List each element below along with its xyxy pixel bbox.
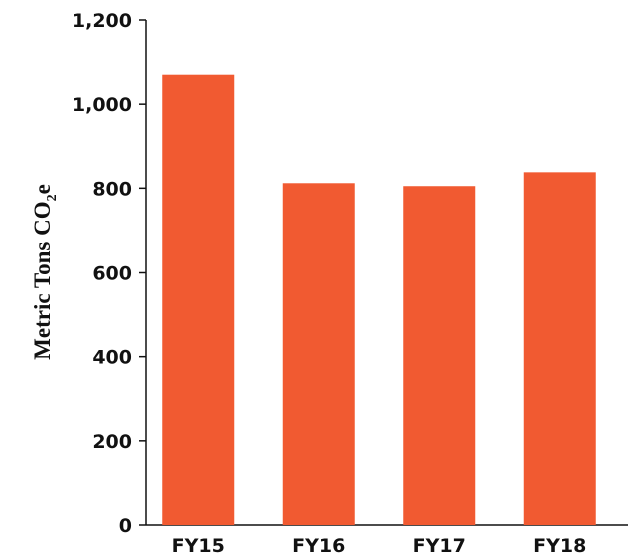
y-tick-label: 800 xyxy=(92,178,132,200)
x-category-label: FY16 xyxy=(292,535,345,557)
bars xyxy=(162,74,596,526)
x-category-label: FY15 xyxy=(172,535,225,557)
y-axis-ticks: 0 200 400 600 800 1,000 1,200 xyxy=(72,10,146,537)
y-axis-title-main: Metric Tons CO xyxy=(30,201,55,359)
bar-fy16 xyxy=(282,183,355,526)
bar-fy18 xyxy=(523,172,596,525)
y-tick-label: 1,200 xyxy=(72,10,132,32)
x-category-label: FY17 xyxy=(413,535,466,557)
y-tick-label: 1,000 xyxy=(72,94,132,116)
y-tick-label: 400 xyxy=(92,347,132,369)
bar-fy17 xyxy=(403,186,476,525)
y-tick-label: 200 xyxy=(92,431,132,453)
plot-area: 0 200 400 600 800 1,000 1,200 FY15 FY16 FY17 FY18 xyxy=(72,10,628,557)
x-axis-labels: FY15 FY16 FY17 FY18 xyxy=(172,535,587,557)
y-tick-label: 0 xyxy=(119,515,132,537)
y-tick-label: 600 xyxy=(92,263,132,285)
y-axis-title: Metric Tons CO2e xyxy=(30,184,60,360)
x-category-label: FY18 xyxy=(533,535,586,557)
y-axis-title-subscript: 2 xyxy=(45,194,60,201)
bar-fy15 xyxy=(162,74,235,525)
y-axis-title-suffix: e xyxy=(30,184,55,194)
